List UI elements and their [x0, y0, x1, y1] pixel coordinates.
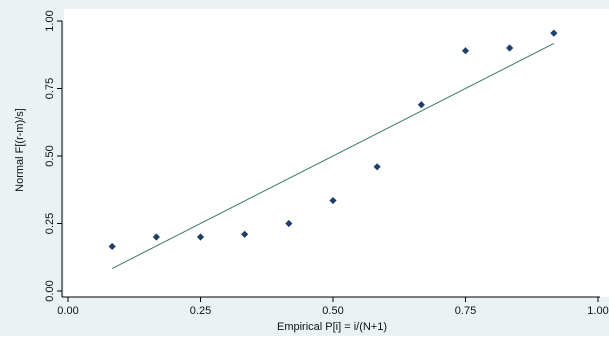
data-point	[241, 230, 249, 238]
y-tick-label: 0.75	[44, 78, 56, 99]
y-tick-label: 0.00	[44, 280, 56, 301]
data-point	[461, 47, 470, 55]
y-tick-label: 0.25	[44, 213, 56, 234]
data-point	[152, 233, 160, 241]
data-points-group	[108, 29, 558, 251]
x-tick-label: 0.25	[190, 305, 211, 317]
data-point	[373, 163, 381, 171]
data-point	[285, 219, 293, 228]
reference-line	[111, 43, 555, 269]
axes-group: 0.00 0.25 0.50 0.75 1.00 0.00 0.25 0.50 0.75 1.00	[44, 10, 609, 317]
data-point	[108, 242, 116, 251]
x-tick-label: 0.50	[322, 305, 343, 317]
reference-line-group	[111, 43, 555, 269]
x-tick-label: 0.75	[455, 305, 476, 317]
y-tick-label: 0.50	[44, 145, 56, 166]
y-axis-label: Normal F[(r-m)/s]	[14, 108, 26, 192]
data-point	[506, 44, 514, 52]
data-point	[417, 101, 425, 109]
data-point	[196, 233, 205, 241]
data-point	[329, 196, 337, 205]
x-tick-label: 1.00	[587, 305, 608, 317]
data-point	[550, 29, 558, 37]
x-tick-label: 0.00	[57, 305, 78, 317]
y-tick-label: 1.00	[44, 10, 56, 31]
plot-area	[64, 9, 609, 297]
x-axis-label: Empirical P[i] = i/(N+1)	[277, 321, 387, 333]
